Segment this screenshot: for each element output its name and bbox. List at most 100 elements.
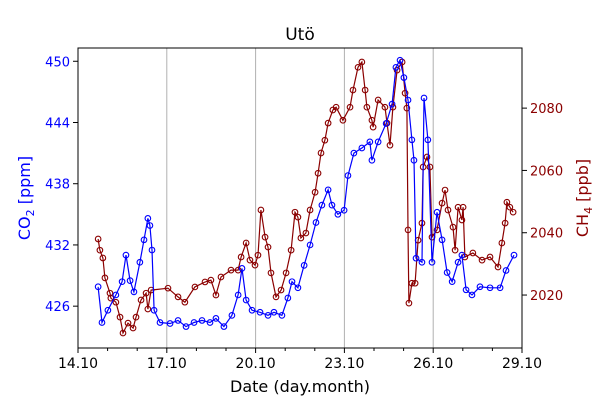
co2-point xyxy=(166,320,174,327)
ch4-point xyxy=(423,153,431,161)
y-right-tick-label: 2060 xyxy=(530,164,563,179)
co2-point xyxy=(104,306,112,314)
co2-point xyxy=(358,144,366,152)
ch4-point xyxy=(449,223,457,231)
ch4-point xyxy=(494,263,502,271)
ch4-point xyxy=(181,298,189,306)
ch4-point xyxy=(408,279,416,287)
ch4-point xyxy=(459,203,467,211)
ch4-point xyxy=(501,219,509,227)
axes: 14.10 17.10 20.10 23.10 26.10 29.10 426 432 438 4… xyxy=(45,55,563,372)
ch4-point xyxy=(99,254,107,262)
co2-point xyxy=(98,319,106,326)
co2-point xyxy=(150,306,158,314)
co2-point xyxy=(502,267,510,274)
co2-point xyxy=(148,246,156,254)
ch4-point xyxy=(361,86,369,94)
co2-point xyxy=(174,317,182,324)
ch4-point xyxy=(358,58,366,66)
ch4-point xyxy=(272,293,280,301)
ch4-point xyxy=(302,229,310,237)
co2-point xyxy=(112,291,120,299)
x-tick-label: 26.10 xyxy=(413,356,453,372)
ch4-point xyxy=(354,63,362,71)
ch4-point xyxy=(267,269,275,277)
co2-point xyxy=(418,258,426,266)
ch4-point xyxy=(444,206,452,214)
ch4-point xyxy=(101,274,109,282)
co2-label-sub: 2 xyxy=(24,209,37,216)
y-left-tick-label: 426 xyxy=(45,300,70,315)
co2-point xyxy=(288,278,296,286)
series-co2 xyxy=(94,56,518,330)
co2-point xyxy=(212,315,220,322)
ch4-point xyxy=(142,289,150,297)
ch4-label-sub: 4 xyxy=(582,207,595,214)
ch4-point xyxy=(374,96,382,104)
ch4-point xyxy=(251,261,259,269)
co2-point xyxy=(318,201,326,209)
x-tick-label: 14.10 xyxy=(58,356,98,372)
co2-point xyxy=(182,323,190,330)
co2-point xyxy=(433,208,441,216)
ch4-point xyxy=(381,103,389,111)
ch4-point xyxy=(287,246,295,254)
ch4-point xyxy=(291,208,299,216)
ch4-point xyxy=(339,116,347,124)
chart-title: Utö xyxy=(285,25,315,45)
ch4-label-unit: [ppb] xyxy=(573,159,592,207)
co2-point xyxy=(206,319,214,326)
ch4-point xyxy=(503,198,511,206)
co2-point xyxy=(408,136,416,144)
co2-point xyxy=(284,294,292,302)
ch4-point xyxy=(261,233,269,241)
ch4-point xyxy=(306,206,314,214)
ch4-point xyxy=(486,253,494,261)
co2-point xyxy=(122,251,130,259)
ch4-point xyxy=(386,141,394,149)
co2-point xyxy=(198,317,206,324)
co2-point xyxy=(334,210,342,218)
y-right-tick-label: 2080 xyxy=(530,102,563,117)
ch4-point xyxy=(317,149,325,157)
co2-line xyxy=(97,58,515,328)
ch4-point xyxy=(451,246,459,254)
ch4-point xyxy=(478,256,486,264)
co2-point xyxy=(458,251,466,259)
co2-point xyxy=(234,291,242,299)
co2-point xyxy=(448,278,456,286)
ch4-point xyxy=(332,103,340,111)
y-left-tick-label: 444 xyxy=(45,116,70,131)
ch4-point xyxy=(458,216,466,224)
co2-point xyxy=(118,278,126,286)
co2-point xyxy=(136,258,144,266)
ch4-point xyxy=(311,188,319,196)
co2-point xyxy=(476,283,484,291)
plot-frame xyxy=(77,47,523,349)
ch4-point xyxy=(254,251,262,259)
co2-point xyxy=(144,215,152,222)
y-left-tick-label: 438 xyxy=(45,178,70,193)
ch4-point xyxy=(506,203,514,211)
co2-point xyxy=(428,258,436,266)
co2-point xyxy=(238,265,246,272)
ch4-point xyxy=(403,104,411,112)
ch4-point xyxy=(191,283,199,291)
co2-point xyxy=(438,236,446,244)
ch4-point xyxy=(321,136,329,144)
co2-point xyxy=(404,96,412,104)
ch4-point xyxy=(389,103,397,111)
co2-point xyxy=(146,222,154,229)
ch4-point xyxy=(246,256,254,264)
ch4-point xyxy=(454,203,462,211)
ch4-point xyxy=(294,213,302,221)
co2-point xyxy=(156,319,164,326)
co2-point xyxy=(278,311,286,319)
co2-point xyxy=(462,286,470,294)
co2-point xyxy=(242,296,250,304)
y-left-tick-label: 432 xyxy=(45,239,70,254)
co2-point xyxy=(256,308,264,316)
ch4-point xyxy=(498,239,506,247)
co2-point xyxy=(190,319,198,326)
